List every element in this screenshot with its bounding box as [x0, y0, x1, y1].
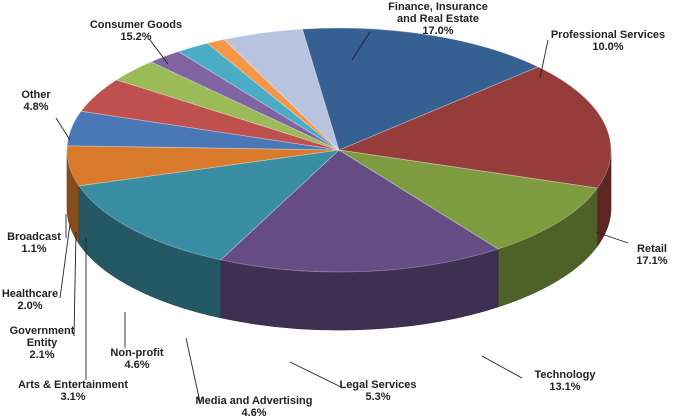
pie-sides [66, 149, 612, 331]
slice-percent: 13.1% [549, 381, 580, 393]
leader-line [289, 361, 344, 389]
slice-retail [219, 149, 500, 273]
leader-lines [55, 31, 629, 403]
leader-line [59, 223, 71, 299]
leader-line [539, 39, 549, 79]
slice-name: Non-profit [110, 347, 163, 359]
slice-percent: 17.0% [422, 25, 453, 37]
slice-name: and Real Estate [397, 13, 479, 25]
leader-line [481, 355, 523, 379]
slice-name: Legal Services [339, 379, 416, 391]
slice-percent: 2.1% [29, 349, 54, 361]
slice-non-profit [80, 79, 340, 151]
slice-percent: 15.2% [120, 31, 151, 43]
slice-name: Arts & Entertainment [18, 379, 128, 391]
slice-name: Entity [27, 337, 58, 349]
slice-percent: 4.6% [124, 359, 149, 371]
pie-tops [66, 27, 612, 273]
slice-label: Legal Services 5.3% [339, 379, 416, 403]
slice-technology [78, 149, 341, 261]
slice-name: Healthcare [2, 288, 58, 300]
leader-line [149, 39, 169, 65]
slice-healthcare [177, 42, 340, 151]
slice-labels: Finance, Insurance and Real Estate 17.0% Pr… [2, 1, 668, 419]
slice-label: Other 4.8% [21, 89, 51, 113]
slice-media-and-advertising [66, 110, 340, 151]
slice-label: Arts & Entertainment 3.1% [18, 379, 128, 403]
slice-name: Broadcast [7, 231, 61, 243]
slice-label: Professional Services 10.0% [551, 29, 665, 53]
slice-name: Media and Advertising [196, 395, 313, 407]
slice-label: Broadcast 1.1% [7, 231, 61, 255]
slice-legal-services [66, 145, 340, 187]
slice-name: Professional Services [551, 29, 665, 41]
slice-percent: 17.1% [636, 255, 667, 267]
slice-name: Technology [535, 369, 597, 381]
slice-label: Technology 13.1% [535, 369, 597, 393]
slice-label: Finance, Insurance and Real Estate 17.0% [388, 1, 488, 37]
slice-label: Retail 17.1% [636, 243, 667, 267]
slice-percent: 5.3% [365, 391, 390, 403]
leader-line [595, 231, 629, 244]
slice-consumer-goods [301, 27, 539, 151]
slice-label: Consumer Goods 15.2% [90, 19, 182, 43]
slice-percent: 3.1% [60, 391, 85, 403]
slice-label: Government Entity 2.1% [10, 325, 75, 361]
slice-percent: 4.6% [241, 407, 266, 419]
slice-name: Other [21, 89, 51, 101]
slice-name: Government [10, 325, 75, 337]
leader-line [73, 231, 77, 337]
slice-name: Consumer Goods [90, 19, 182, 31]
slice-percent: 10.0% [592, 41, 623, 53]
leader-line [351, 31, 371, 61]
slice-name: Retail [637, 243, 667, 255]
slice-government-entity [150, 51, 340, 151]
slice-percent: 4.8% [23, 101, 48, 113]
slice-name: Finance, Insurance [388, 1, 488, 13]
slice-label: Healthcare 2.0% [2, 288, 58, 312]
leader-line [55, 117, 71, 141]
slice-professional-services [338, 149, 599, 250]
slice-broadcast [206, 38, 340, 151]
slices-layer [66, 27, 612, 331]
slice-label: Non-profit 4.6% [110, 347, 163, 371]
leader-line [185, 337, 201, 403]
slice-finance-insurance-and-real-estate [337, 66, 612, 189]
slice-label: Media and Advertising 4.6% [196, 395, 313, 419]
slice-percent: 2.0% [17, 300, 42, 312]
slice-other [223, 28, 340, 152]
slice-arts-entertainment [115, 61, 340, 151]
slice-percent: 1.1% [21, 243, 46, 255]
